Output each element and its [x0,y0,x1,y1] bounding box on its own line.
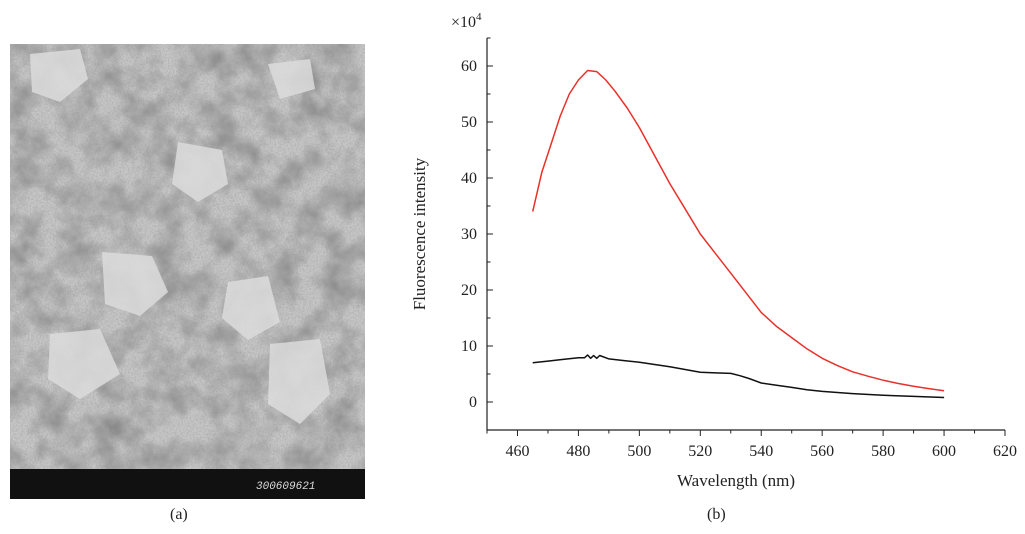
series-line-2 [532,354,945,399]
y-ticks: 0 10 20 30 40 50 60 [461,37,493,431]
caption-b: (b) [707,506,726,523]
x-axis-label: Wavelength (nm) [677,471,795,490]
y-multiplier-exponent: 4 [476,11,482,23]
light-regions [30,49,330,424]
tem-micrograph: 300609621 [10,44,365,499]
x-tick-label: 500 [627,443,651,460]
y-tick-label: 50 [461,114,477,131]
y-tick-label: 10 [461,338,477,355]
y-tick-label: 30 [461,226,477,243]
x-tick-label: 600 [932,443,956,460]
caption-a: (a) [170,506,188,523]
x-tick-label: 580 [871,443,895,460]
micrograph-image: 300609621 [10,44,365,499]
y-tick-label: 60 [461,58,477,75]
x-tick-label: 460 [505,443,529,460]
y-multiplier-base: ×10 [451,14,476,31]
x-tick-label: 560 [810,443,834,460]
series-line-1 [531,69,945,392]
y-axis-label: Fluorescence intensity [410,157,429,310]
series-layer [531,69,945,399]
y-tick-label: 0 [469,394,477,411]
fluorescence-chart: 0 10 20 30 40 50 60 460 480 500 520 540 560 580 600 62… [410,11,1017,490]
scale-bar-text: 300609621 [256,481,315,493]
y-multiplier: ×104 [451,11,482,31]
axes [486,38,1005,431]
x-tick-label: 620 [993,443,1017,460]
x-tick-label: 540 [749,443,773,460]
scale-strip [10,469,365,499]
y-tick-label: 20 [461,282,477,299]
x-tick-label: 520 [688,443,712,460]
x-tick-label: 480 [566,443,590,460]
x-ticks: 460 480 500 520 540 560 580 600 620 [486,430,1017,460]
y-tick-label: 40 [461,170,477,187]
